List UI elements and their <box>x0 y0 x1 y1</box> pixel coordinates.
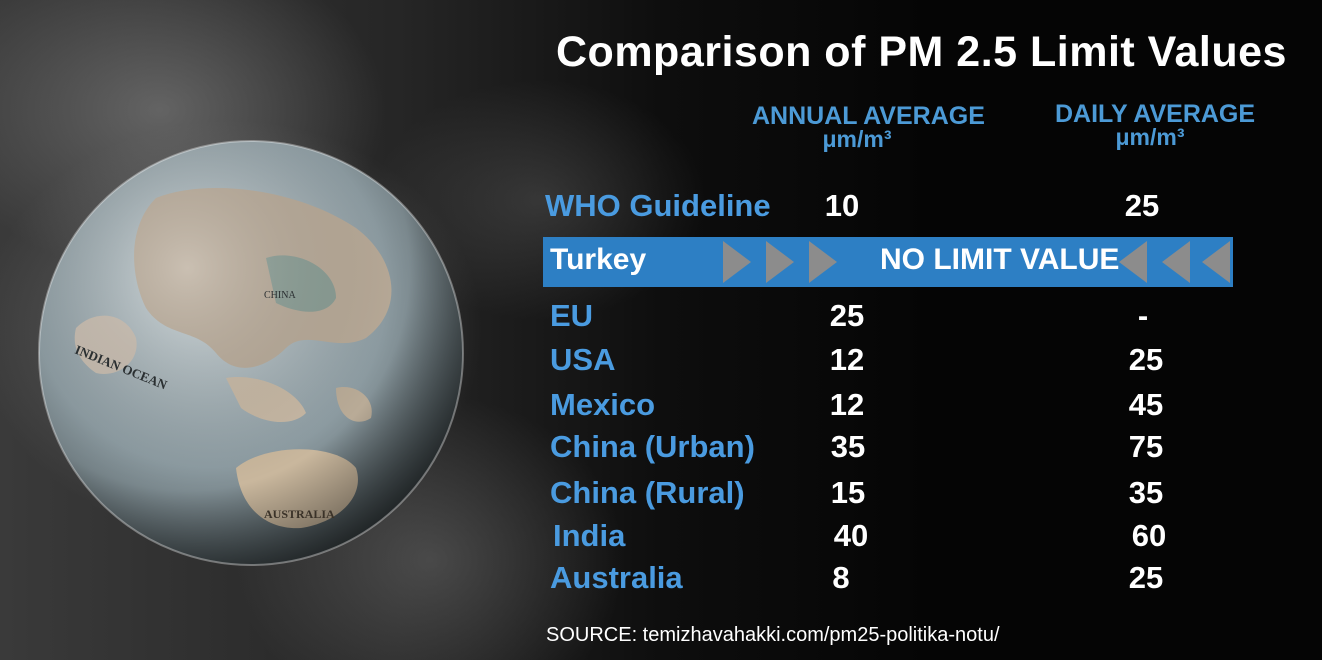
row-label: China (Rural) <box>550 475 745 510</box>
row-label: Australia <box>550 560 683 595</box>
globe-china-label: CHINA <box>264 290 296 301</box>
row-label: EU <box>550 298 594 333</box>
daily-column-header: DAILY AVERAGE μm/m³ <box>1055 102 1255 150</box>
arrow-right-icon <box>766 241 794 283</box>
annual-column-label: ANNUAL AVERAGE <box>752 102 985 130</box>
row-annual-value: 35 <box>830 429 866 464</box>
annual-column-unit: μm/m³ <box>822 126 892 152</box>
row-label: Mexico <box>550 387 656 422</box>
row-annual-value: 12 <box>829 387 865 422</box>
globe-image: INDIAN OCEAN AUSTRALIA CHINA <box>38 140 464 566</box>
who-annual-value: 10 <box>824 188 860 223</box>
who-daily-value: 25 <box>1124 188 1160 223</box>
arrow-right-icon <box>723 241 751 283</box>
row-daily-value: 75 <box>1128 429 1164 464</box>
row-daily-value: - <box>1137 298 1149 333</box>
annual-column-header: ANNUAL AVERAGE μm/m³ <box>752 104 985 152</box>
turkey-banner <box>543 237 1233 287</box>
arrow-right-icon <box>809 241 837 283</box>
row-annual-value: 12 <box>829 342 865 377</box>
row-daily-value: 35 <box>1128 475 1164 510</box>
row-label: USA <box>550 342 616 377</box>
turkey-no-limit-text: NO LIMIT VALUE <box>880 243 1120 276</box>
row-daily-value: 25 <box>1128 560 1164 595</box>
row-daily-value: 25 <box>1128 342 1164 377</box>
arrow-left-icon <box>1202 241 1230 283</box>
row-label: China (Urban) <box>550 429 755 464</box>
who-label: WHO Guideline <box>545 188 771 223</box>
row-annual-value: 40 <box>833 518 869 553</box>
row-daily-value: 45 <box>1128 387 1164 422</box>
source-credit: SOURCE: temizhavahakki.com/pm25-politika… <box>546 624 1000 646</box>
daily-column-label: DAILY AVERAGE <box>1055 100 1256 128</box>
row-annual-value: 15 <box>830 475 866 510</box>
row-annual-value: 8 <box>832 560 850 595</box>
page-title: Comparison of PM 2.5 Limit Values <box>556 28 1287 76</box>
arrow-left-icon <box>1119 241 1147 283</box>
daily-column-unit: μm/m³ <box>1115 124 1185 150</box>
turkey-label: Turkey <box>550 243 647 276</box>
row-label: India <box>553 518 626 553</box>
row-daily-value: 60 <box>1131 518 1167 553</box>
arrow-left-icon <box>1162 241 1190 283</box>
globe-australia-label: AUSTRALIA <box>264 507 335 521</box>
row-annual-value: 25 <box>829 298 865 333</box>
